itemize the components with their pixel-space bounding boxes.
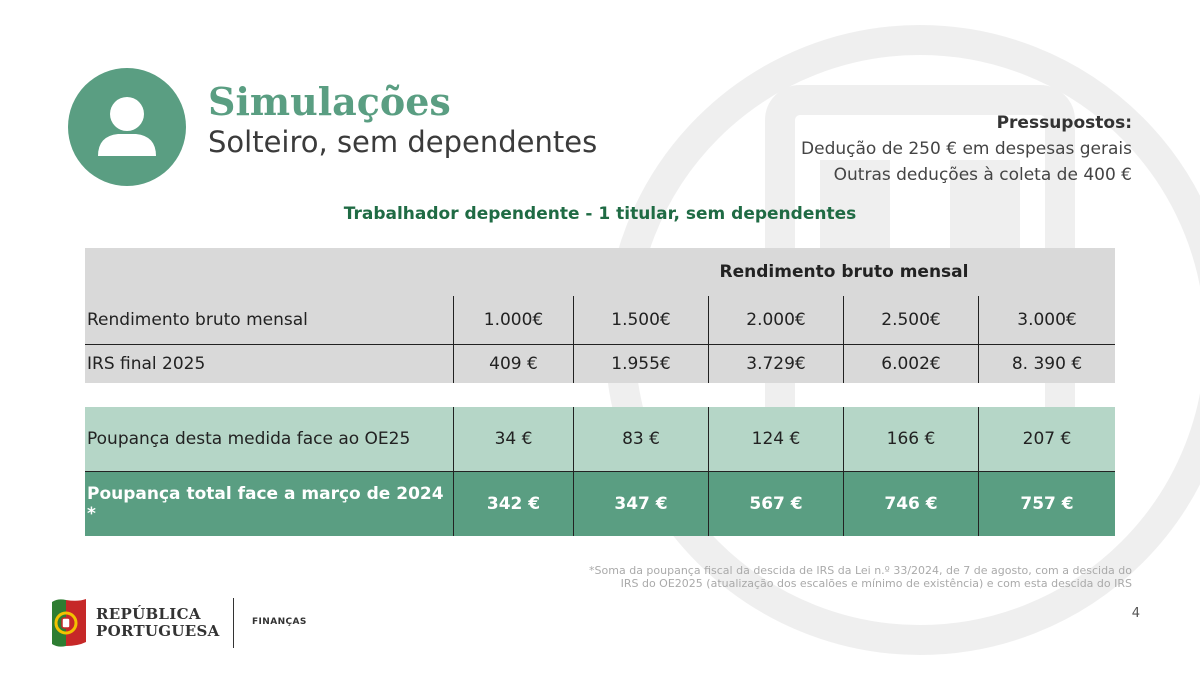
simulation-table: Rendimento bruto mensal Rendimento bruto… [85, 248, 1115, 536]
table-row: Poupança desta medida face ao OE25 34 € … [85, 407, 1115, 472]
avatar [68, 68, 186, 186]
table-cell: 2.000€ [708, 296, 843, 344]
table-cell: 6.002€ [843, 345, 978, 383]
assumptions-box: Pressupostos: Dedução de 250 € em despes… [801, 110, 1132, 188]
assumption-line: Dedução de 250 € em despesas gerais [801, 139, 1132, 159]
row-label: Poupança desta medida face ao OE25 [87, 429, 411, 449]
table-cell: 34 € [453, 407, 573, 471]
table-cell: 3.000€ [978, 296, 1115, 344]
portugal-flag-logo [52, 599, 86, 647]
table-row: IRS final 2025 409 € 1.955€ 3.729€ 6.002… [85, 345, 1115, 383]
table-group-header: Rendimento bruto mensal [85, 248, 1115, 296]
table-cell: 83 € [573, 407, 708, 471]
table-cell: 166 € [843, 407, 978, 471]
table-cell: 124 € [708, 407, 843, 471]
table-cell: 1.500€ [573, 296, 708, 344]
table-cell: 567 € [708, 472, 843, 536]
footer-divider [233, 598, 234, 648]
table-cell: 347 € [573, 472, 708, 536]
page-number: 4 [1131, 606, 1140, 621]
table-cell: 1.000€ [453, 296, 573, 344]
table-cell: 409 € [453, 345, 573, 383]
brand-line: PORTUGUESA [96, 622, 220, 640]
user-icon [98, 97, 156, 156]
ministry-name: FINANÇAS [252, 617, 307, 627]
table-cell: 3.729€ [708, 345, 843, 383]
table-cell: 746 € [843, 472, 978, 536]
table-cell: 207 € [978, 407, 1115, 471]
table-cell: 342 € [453, 472, 573, 536]
group-header-label: Rendimento bruto mensal [719, 262, 969, 282]
table-cell: 2.500€ [843, 296, 978, 344]
assumption-line: Outras deduções à coleta de 400 € [833, 165, 1132, 185]
page-title: Simulações [208, 79, 451, 124]
table-cell: 1.955€ [573, 345, 708, 383]
footnote: *Soma da poupança fiscal da descida de I… [572, 564, 1132, 590]
row-label: Poupança total face a março de 2024 * [87, 484, 444, 524]
brand-line: REPÚBLICA [96, 605, 201, 623]
table-cell: 8. 390 € [978, 345, 1115, 383]
footnote-line: IRS do OE2025 (atualização dos escalões … [620, 577, 1132, 590]
footnote-line: *Soma da poupança fiscal da descida de I… [589, 564, 1132, 577]
table-row: Rendimento bruto mensal 1.000€ 1.500€ 2.… [85, 296, 1115, 345]
assumptions-heading: Pressupostos: [996, 113, 1132, 133]
row-label: Rendimento bruto mensal [87, 310, 308, 330]
table-cell: 757 € [978, 472, 1115, 536]
row-label: IRS final 2025 [87, 354, 206, 374]
table-caption: Trabalhador dependente - 1 titular, sem … [343, 204, 857, 224]
table-row: Poupança total face a março de 2024 * 34… [85, 472, 1115, 536]
page-subtitle: Solteiro, sem dependentes [208, 125, 598, 159]
brand-name: REPÚBLICA PORTUGUESA [96, 606, 220, 640]
